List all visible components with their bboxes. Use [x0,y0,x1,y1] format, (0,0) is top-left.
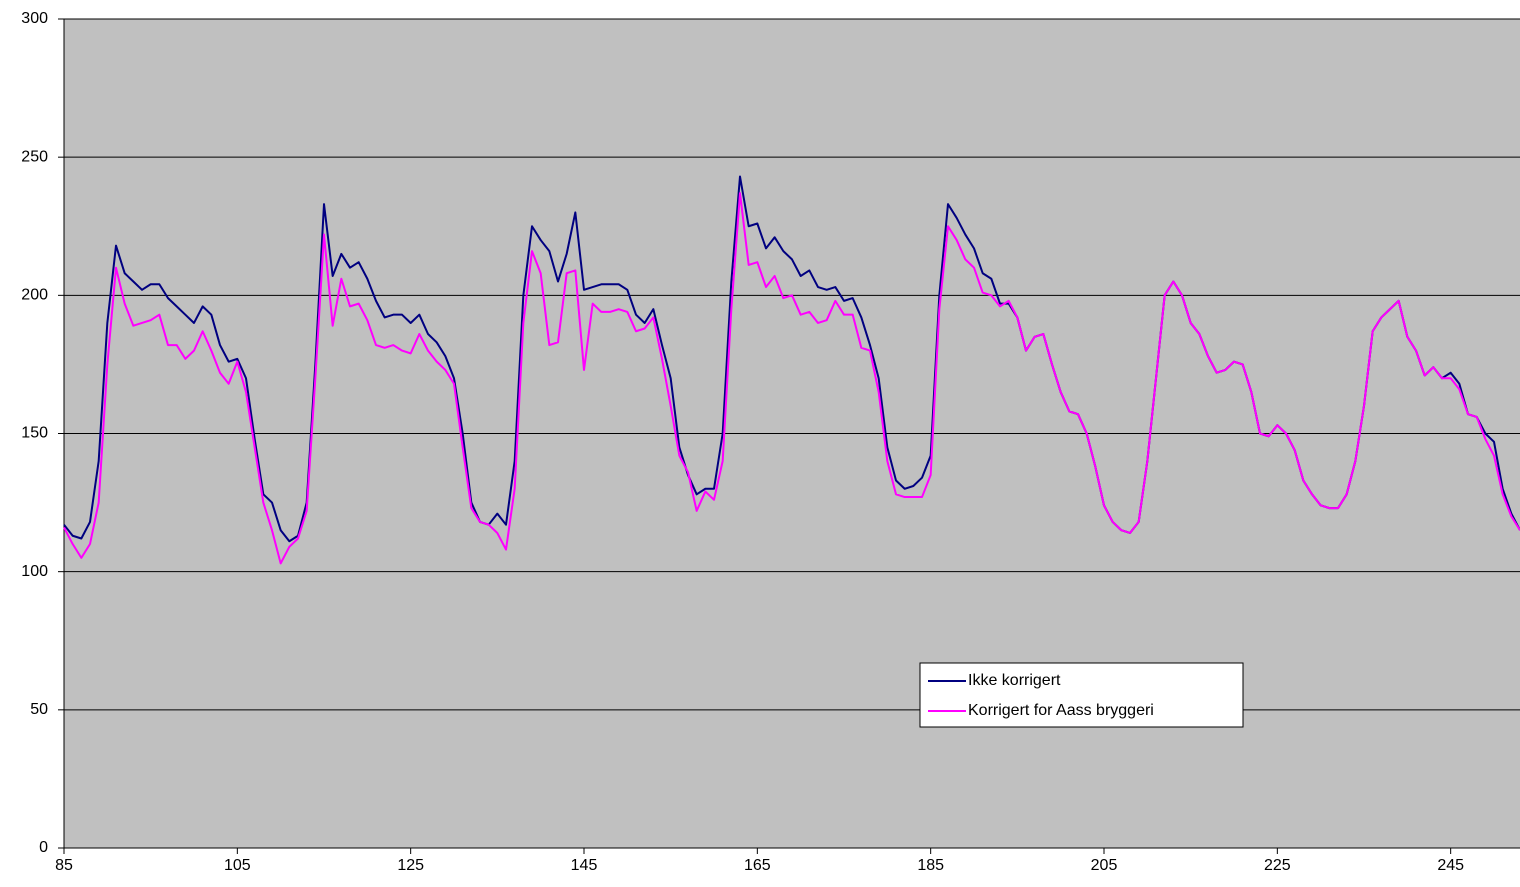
y-tick-label: 300 [21,10,48,27]
legend: Ikke korrigert Korrigert for Aass brygger… [919,662,1244,728]
x-tick-label: 225 [1264,857,1291,874]
x-tick-label: 85 [55,857,73,874]
legend-label: Ikke korrigert [968,672,1061,689]
y-tick-label: 0 [39,839,48,856]
y-tick-label: 100 [21,563,48,580]
x-tick-label: 245 [1437,857,1464,874]
y-tick-label: 250 [21,148,48,165]
y-tick-label: 50 [30,701,48,718]
series-line [63,192,1520,565]
x-tick-label: 125 [397,857,424,874]
y-tick-label: 200 [21,287,48,304]
x-tick-label: 145 [571,857,598,874]
x-tick-label: 105 [224,857,251,874]
x-tick-label: 165 [744,857,771,874]
x-tick-label: 205 [1091,857,1118,874]
x-tick-label: 185 [917,857,944,874]
legend-label: Korrigert for Aass bryggeri [968,702,1154,719]
legend-box [919,662,1244,728]
y-tick-label: 150 [21,425,48,442]
